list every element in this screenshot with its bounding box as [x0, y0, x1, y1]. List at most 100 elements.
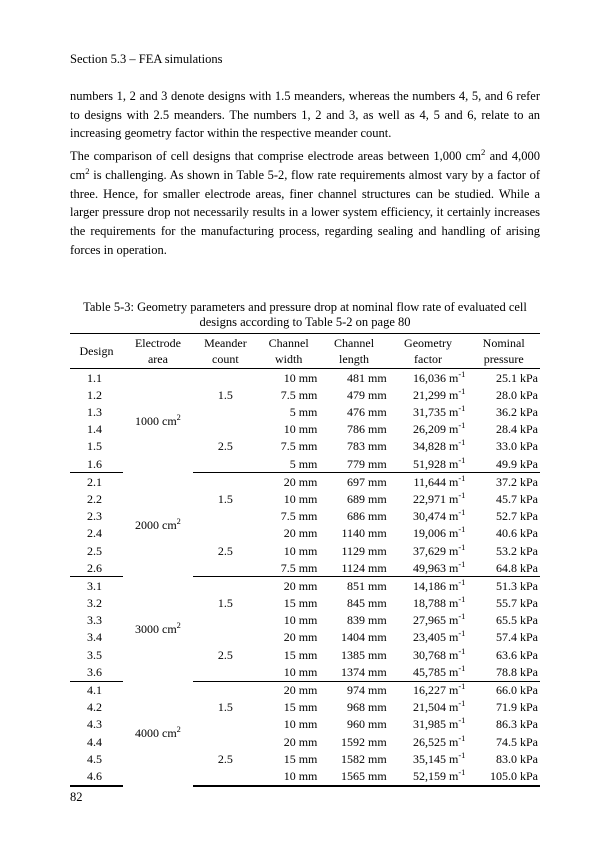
cell-pressure: 28.0 kPa — [467, 386, 540, 403]
col-geom: Geometryfactor — [389, 333, 468, 368]
cell-geom: 11,644 m-1 — [389, 473, 468, 491]
cell-geom: 31,985 m-1 — [389, 716, 468, 733]
cell-count — [193, 663, 258, 681]
cell-design: 3.1 — [70, 577, 123, 595]
cell-count — [193, 404, 258, 421]
cell-pressure: 36.2 kPa — [467, 404, 540, 421]
cell-count — [193, 508, 258, 525]
table-row: 1.11000 cm210 mm481 mm16,036 m-125.1 kPa — [70, 369, 540, 387]
cell-width: 15 mm — [258, 750, 319, 767]
cell-width: 7.5 mm — [258, 559, 319, 577]
cell-width: 15 mm — [258, 699, 319, 716]
cell-length: 1565 mm — [319, 767, 388, 785]
cell-width: 15 mm — [258, 595, 319, 612]
table-row: 4.14000 cm220 mm974 mm16,227 m-166.0 kPa — [70, 681, 540, 699]
cell-length: 1385 mm — [319, 646, 388, 663]
cell-geom: 49,963 m-1 — [389, 559, 468, 577]
cell-geom: 21,299 m-1 — [389, 386, 468, 403]
cell-geom: 23,405 m-1 — [389, 629, 468, 646]
cell-width: 20 mm — [258, 577, 319, 595]
cell-pressure: 49.9 kPa — [467, 455, 540, 473]
cell-geom: 45,785 m-1 — [389, 663, 468, 681]
cell-design: 2.5 — [70, 542, 123, 559]
cell-pressure: 51.3 kPa — [467, 577, 540, 595]
section-header: Section 5.3 – FEA simulations — [70, 50, 540, 69]
cell-width: 10 mm — [258, 612, 319, 629]
cell-geom: 14,186 m-1 — [389, 577, 468, 595]
body-paragraph-2: The comparison of cell designs that comp… — [70, 147, 540, 260]
cell-geom: 16,227 m-1 — [389, 681, 468, 699]
cell-geom: 30,768 m-1 — [389, 646, 468, 663]
cell-pressure: 83.0 kPa — [467, 750, 540, 767]
table-header-row: Design Electrodearea Meandercount Channe… — [70, 333, 540, 368]
para2-a: The comparison of cell designs that comp… — [70, 149, 481, 163]
cell-width: 20 mm — [258, 681, 319, 699]
table-caption: Table 5-3: Geometry parameters and press… — [70, 300, 540, 331]
caption-line-1: Table 5-3: Geometry parameters and press… — [83, 300, 527, 314]
cell-design: 2.3 — [70, 508, 123, 525]
cell-length: 1582 mm — [319, 750, 388, 767]
cell-width: 7.5 mm — [258, 438, 319, 455]
col-count: Meandercount — [193, 333, 258, 368]
cell-pressure: 28.4 kPa — [467, 421, 540, 438]
cell-width: 20 mm — [258, 733, 319, 750]
cell-design: 1.4 — [70, 421, 123, 438]
cell-design: 3.5 — [70, 646, 123, 663]
cell-pressure: 105.0 kPa — [467, 767, 540, 785]
cell-width: 10 mm — [258, 663, 319, 681]
cell-length: 1404 mm — [319, 629, 388, 646]
cell-geom: 27,965 m-1 — [389, 612, 468, 629]
cell-pressure: 65.5 kPa — [467, 612, 540, 629]
page-number: 82 — [70, 788, 83, 807]
cell-design: 2.1 — [70, 473, 123, 491]
cell-count: 1.5 — [193, 490, 258, 507]
cell-count — [193, 525, 258, 542]
cell-length: 845 mm — [319, 595, 388, 612]
cell-geom: 35,145 m-1 — [389, 750, 468, 767]
cell-area: 1000 cm2 — [123, 369, 193, 473]
cell-width: 7.5 mm — [258, 386, 319, 403]
cell-length: 968 mm — [319, 699, 388, 716]
cell-count: 1.5 — [193, 386, 258, 403]
cell-length: 697 mm — [319, 473, 388, 491]
body-paragraph-1: numbers 1, 2 and 3 denote designs with 1… — [70, 87, 540, 143]
cell-count — [193, 421, 258, 438]
geometry-table: Design Electrodearea Meandercount Channe… — [70, 333, 540, 787]
cell-design: 1.2 — [70, 386, 123, 403]
cell-pressure: 25.1 kPa — [467, 369, 540, 387]
cell-area: 2000 cm2 — [123, 473, 193, 577]
cell-design: 4.2 — [70, 699, 123, 716]
cell-count — [193, 767, 258, 785]
cell-geom: 31,735 m-1 — [389, 404, 468, 421]
cell-length: 786 mm — [319, 421, 388, 438]
cell-geom: 52,159 m-1 — [389, 767, 468, 785]
cell-count — [193, 612, 258, 629]
table-row: 2.12000 cm220 mm697 mm11,644 m-137.2 kPa — [70, 473, 540, 491]
cell-design: 3.4 — [70, 629, 123, 646]
cell-geom: 22,971 m-1 — [389, 490, 468, 507]
cell-count: 2.5 — [193, 542, 258, 559]
cell-pressure: 71.9 kPa — [467, 699, 540, 716]
cell-pressure: 64.8 kPa — [467, 559, 540, 577]
cell-length: 476 mm — [319, 404, 388, 421]
cell-length: 779 mm — [319, 455, 388, 473]
cell-width: 10 mm — [258, 767, 319, 785]
cell-count: 1.5 — [193, 595, 258, 612]
cell-width: 10 mm — [258, 542, 319, 559]
cell-width: 5 mm — [258, 455, 319, 473]
cell-count: 1.5 — [193, 699, 258, 716]
cell-geom: 16,036 m-1 — [389, 369, 468, 387]
cell-area: 4000 cm2 — [123, 681, 193, 786]
cell-design: 4.3 — [70, 716, 123, 733]
cell-count — [193, 473, 258, 491]
cell-length: 974 mm — [319, 681, 388, 699]
cell-design: 4.1 — [70, 681, 123, 699]
cell-design: 3.3 — [70, 612, 123, 629]
cell-pressure: 55.7 kPa — [467, 595, 540, 612]
cell-length: 1140 mm — [319, 525, 388, 542]
table-row: 3.13000 cm220 mm851 mm14,186 m-151.3 kPa — [70, 577, 540, 595]
cell-length: 960 mm — [319, 716, 388, 733]
cell-length: 481 mm — [319, 369, 388, 387]
cell-geom: 51,928 m-1 — [389, 455, 468, 473]
cell-width: 10 mm — [258, 369, 319, 387]
